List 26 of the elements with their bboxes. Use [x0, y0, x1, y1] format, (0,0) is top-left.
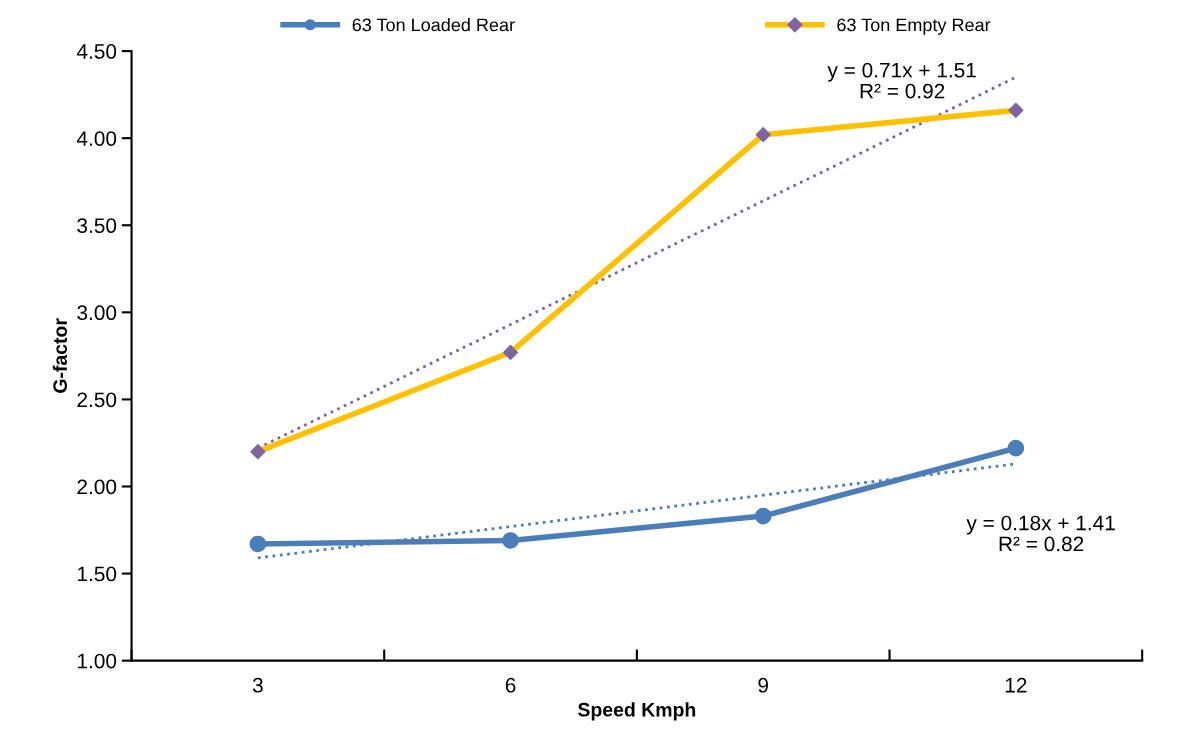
point: [250, 443, 266, 460]
point: [1007, 439, 1025, 457]
x-tick-label: 9: [758, 677, 768, 693]
point: [1008, 102, 1024, 119]
point: [249, 535, 267, 553]
point: [502, 344, 519, 361]
y-tick-label: 1.00: [78, 653, 117, 669]
y-axis-title: G-factor: [52, 318, 68, 393]
x-tick-label: 12: [1005, 677, 1027, 693]
x-tick-label: 6: [505, 677, 516, 693]
point: [755, 126, 772, 143]
y-tick-label: 2.50: [77, 392, 117, 408]
x-tick-label: 3: [252, 677, 263, 693]
x-axis-title: Speed Kmph: [578, 702, 696, 721]
legend-label: 63 Ton Empty Rear: [837, 18, 991, 35]
point: [502, 532, 519, 549]
annotation: y = 0.71x + 1.51 R² = 0.92: [827, 62, 976, 99]
y-tick-label: 4.50: [76, 44, 117, 59]
y-tick-label: 3.50: [77, 218, 117, 234]
y-tick-label: 1.50: [78, 566, 117, 582]
y-tick-label: 2.00: [77, 479, 117, 495]
y-tick-label: 4.00: [76, 131, 117, 146]
legend-label: 63 Ton Loaded Rear: [352, 18, 515, 32]
y-tick-label: 3.00: [77, 305, 117, 321]
point: [754, 507, 772, 525]
annotation: y = 0.18x + 1.41 R² = 0.82: [966, 515, 1115, 552]
